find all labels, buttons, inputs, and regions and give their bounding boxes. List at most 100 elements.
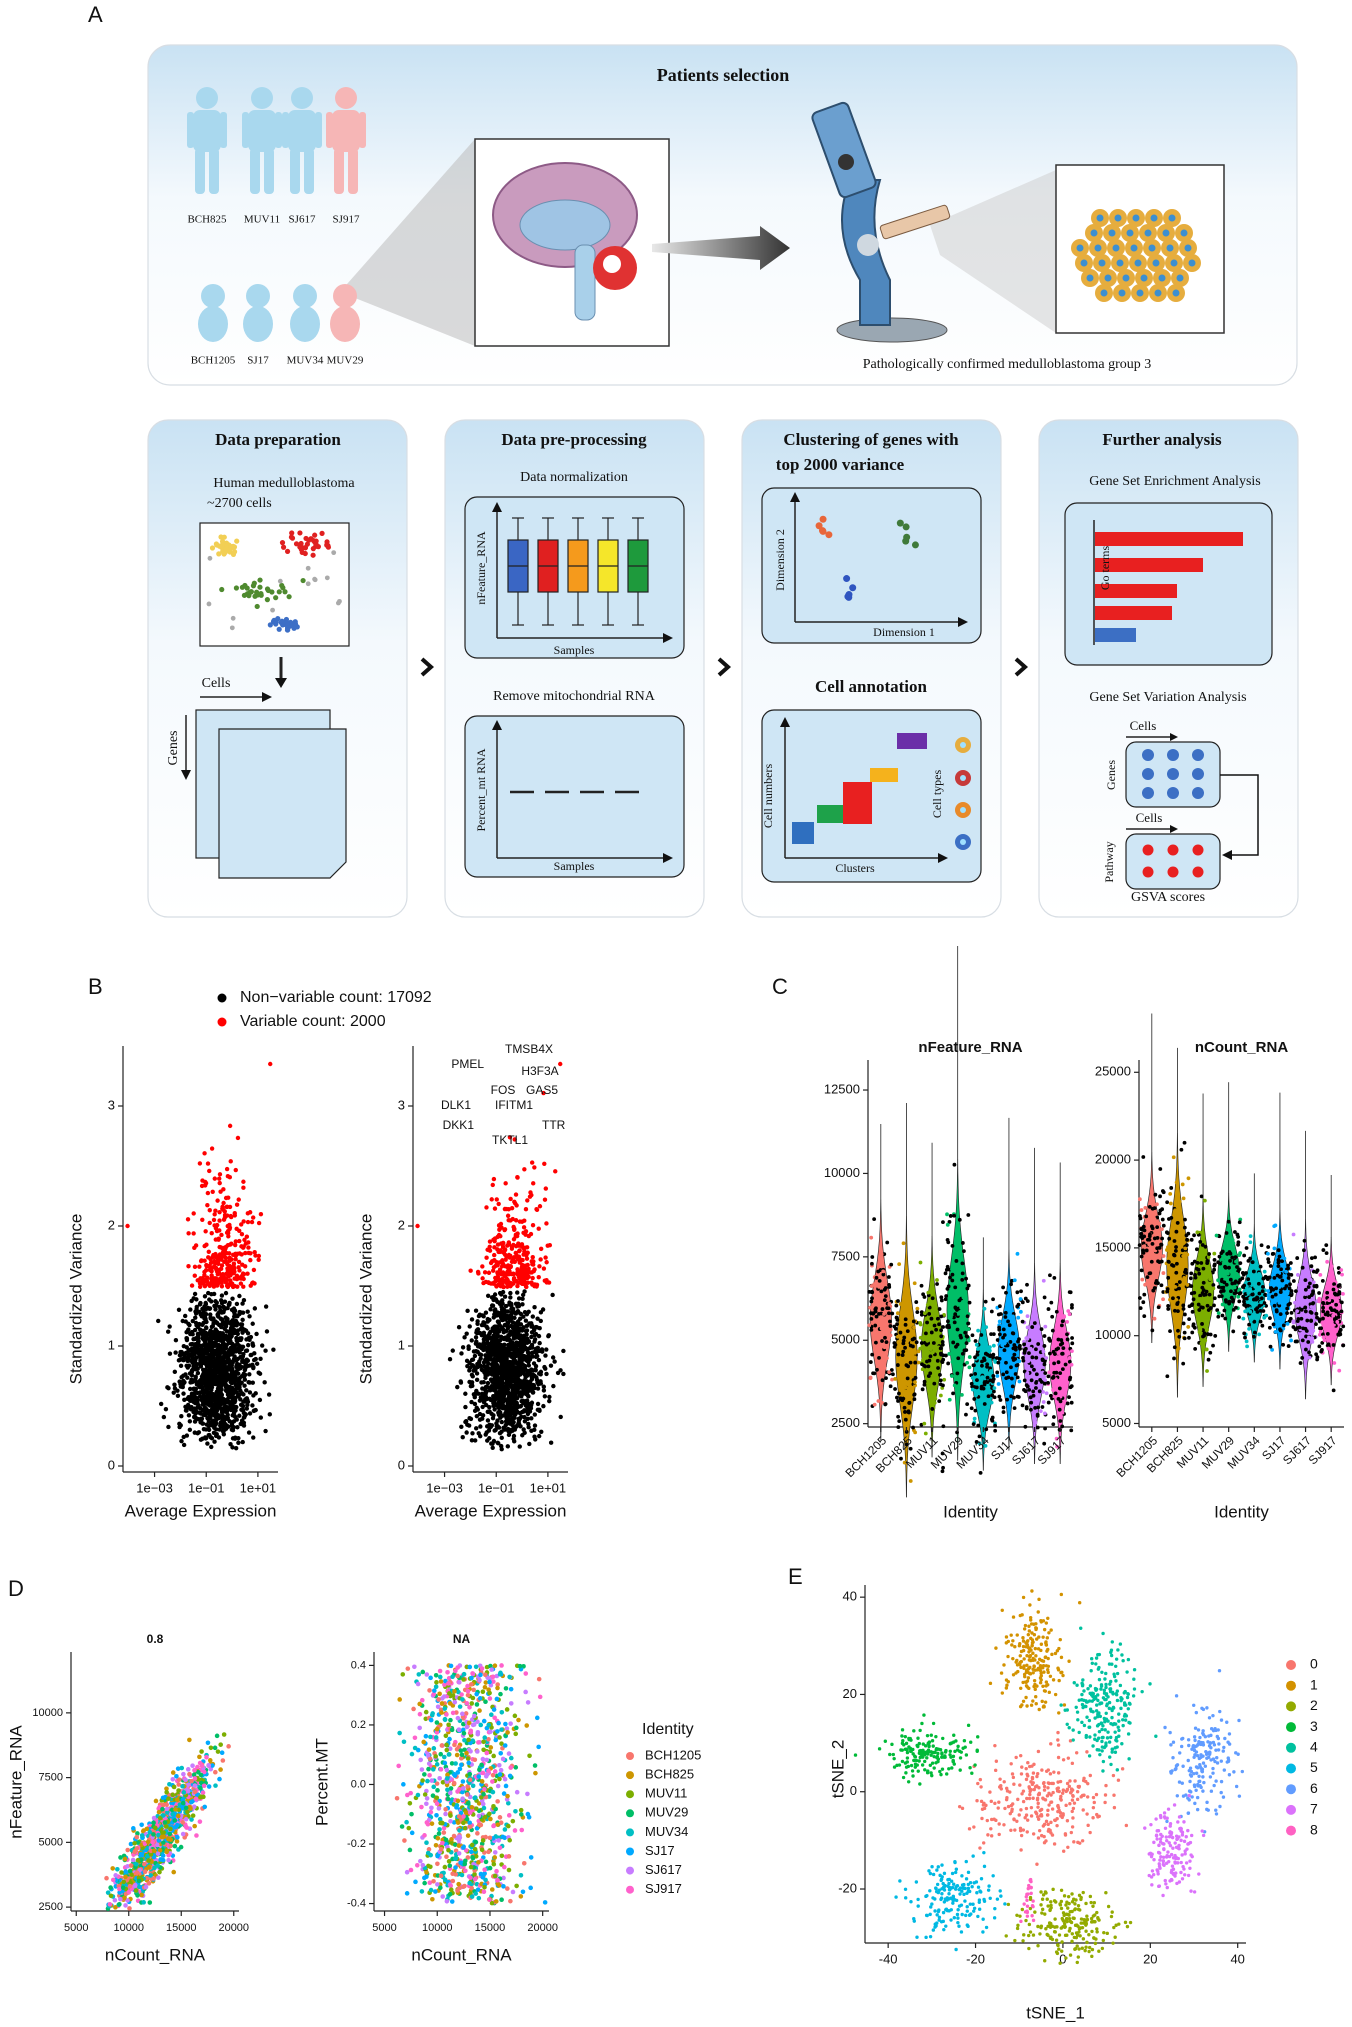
point [192,1264,198,1270]
point [242,1399,247,1404]
point [271,1347,276,1352]
point [178,1363,184,1369]
point [305,581,311,587]
point [530,1354,535,1359]
point [1146,1220,1150,1225]
point [240,1403,246,1409]
point [926,1364,931,1369]
panel-label: E [788,1564,803,1589]
point [232,1269,237,1274]
point [269,589,275,595]
point [1007,1323,1012,1328]
point [188,1307,193,1312]
point [519,1242,525,1247]
point [955,1327,960,1332]
point [531,1361,537,1366]
point [193,1309,198,1314]
point [1068,1375,1073,1380]
knob [857,234,879,256]
point [982,1402,987,1406]
point [1145,1258,1150,1263]
point [219,1232,224,1238]
point [1059,1403,1064,1408]
point [522,1408,527,1413]
point [1186,1231,1191,1236]
point [501,1330,506,1335]
point [1188,1276,1193,1281]
arrowhead [780,717,790,727]
point [226,1334,232,1339]
point [246,1342,251,1348]
point [1034,1372,1039,1377]
point [951,1340,956,1345]
point [257,1397,263,1403]
point [843,575,851,583]
point [221,1432,227,1437]
point [1011,1331,1016,1336]
point [478,1424,483,1429]
point [874,1340,878,1345]
point [1030,1325,1035,1329]
point [984,1351,988,1356]
legend-label: Non−variable count: 17092 [240,989,432,1006]
point [513,1192,519,1197]
point [185,1358,190,1364]
point [1017,1379,1022,1384]
point [499,1435,504,1441]
point [508,1329,513,1334]
point [219,586,225,593]
x-axis-label: Average Expression [125,1501,277,1520]
point [213,1339,218,1345]
point [218,1330,223,1336]
point [529,1374,535,1379]
point [219,1381,225,1387]
point [517,1276,522,1281]
point [532,1282,537,1287]
point [215,1198,220,1203]
point [202,1258,207,1263]
point [1029,1364,1034,1369]
point [940,1360,945,1365]
point [526,1309,531,1315]
point [1030,1355,1035,1360]
point [1012,1352,1017,1357]
point [869,1290,874,1294]
point [936,1366,940,1370]
arrowhead [1170,733,1178,741]
cell-nucleus [1180,229,1188,237]
point [192,1245,197,1251]
point [514,1365,520,1371]
point [238,1421,243,1427]
point [891,1372,895,1377]
point [1160,1189,1165,1193]
point [279,540,286,546]
point [1161,1254,1166,1258]
flow-arrow [1220,774,1259,856]
point [237,1293,242,1299]
point [185,1217,191,1222]
point [1046,1307,1051,1311]
point [1027,1388,1032,1392]
step-title: Data preparation [215,430,341,449]
label: Dimension 2 [773,529,787,591]
point [1040,1405,1045,1409]
point [1069,1428,1074,1433]
point [1065,1401,1070,1406]
point [948,1299,953,1303]
point [495,1440,500,1446]
point [264,1329,270,1334]
point [518,1424,523,1429]
point [1010,1320,1015,1325]
point [469,1317,475,1322]
point [447,1357,453,1362]
point [510,1428,515,1433]
point [233,1257,238,1262]
point [483,1357,488,1362]
point [476,1431,481,1436]
label: Pathway [1102,841,1116,882]
point [954,1344,958,1349]
point [537,1204,543,1209]
point [206,1427,212,1433]
point [1184,1271,1189,1275]
cluster-block [817,805,844,823]
